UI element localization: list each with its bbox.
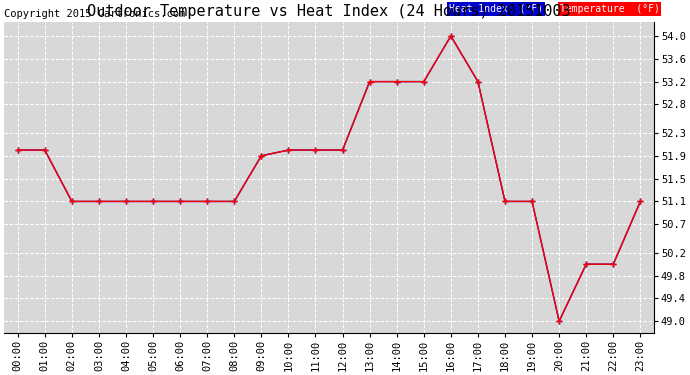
Text: Heat Index  (°F): Heat Index (°F) <box>449 4 543 14</box>
Title: Outdoor Temperature vs Heat Index (24 Hours) 20151003: Outdoor Temperature vs Heat Index (24 Ho… <box>87 4 571 19</box>
Text: Copyright 2015 Cartronics.com: Copyright 2015 Cartronics.com <box>4 9 186 19</box>
Text: Temperature  (°F): Temperature (°F) <box>560 4 660 14</box>
